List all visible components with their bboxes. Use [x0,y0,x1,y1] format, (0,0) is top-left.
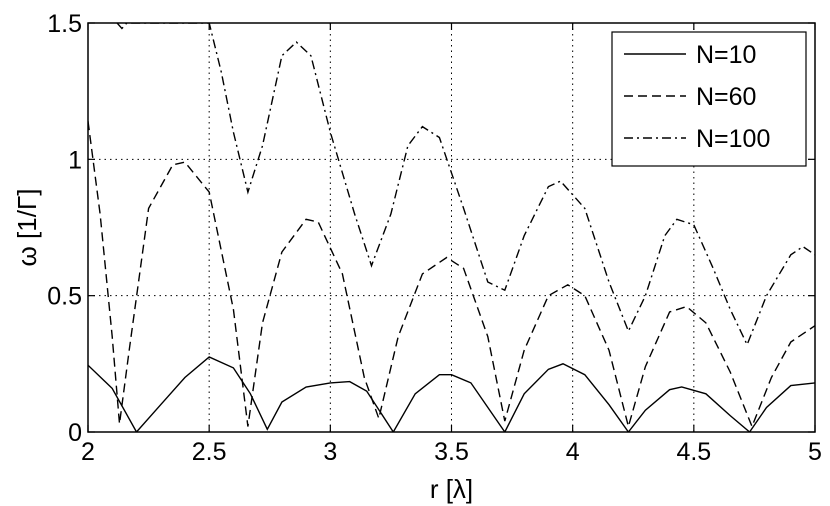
series-line-1 [88,356,815,432]
x-axis-label: r [λ] [430,474,473,504]
x-tick-label: 3.5 [434,438,469,466]
legend-label-3: N=100 [696,125,770,153]
ticks [87,22,816,433]
x-tick-label: 2 [81,438,95,466]
y-axis-label: ω [1/Γ] [12,189,42,267]
series-line-3 [116,23,815,347]
x-tick-label: 4 [566,438,580,466]
x-tick-label: 4.5 [676,438,711,466]
x-tick-label: 5 [808,438,822,466]
x-tick-label: 2.5 [192,438,227,466]
y-tick-label: 1 [68,146,82,174]
series-layer [88,23,815,432]
series-line-2 [88,121,815,430]
legend-label-2: N=60 [696,83,756,111]
tick-labels: 2 2.5 3 3.5 4 4.5 5 0 0.5 1 1.5 [47,10,822,466]
y-tick-label: 0 [68,419,82,447]
legend-label-1: N=10 [696,41,756,69]
y-tick-label: 1.5 [47,10,82,38]
y-tick-label: 0.5 [47,283,82,311]
legend: N=10 N=60 N=100 [611,31,807,167]
x-tick-label: 3 [323,438,337,466]
